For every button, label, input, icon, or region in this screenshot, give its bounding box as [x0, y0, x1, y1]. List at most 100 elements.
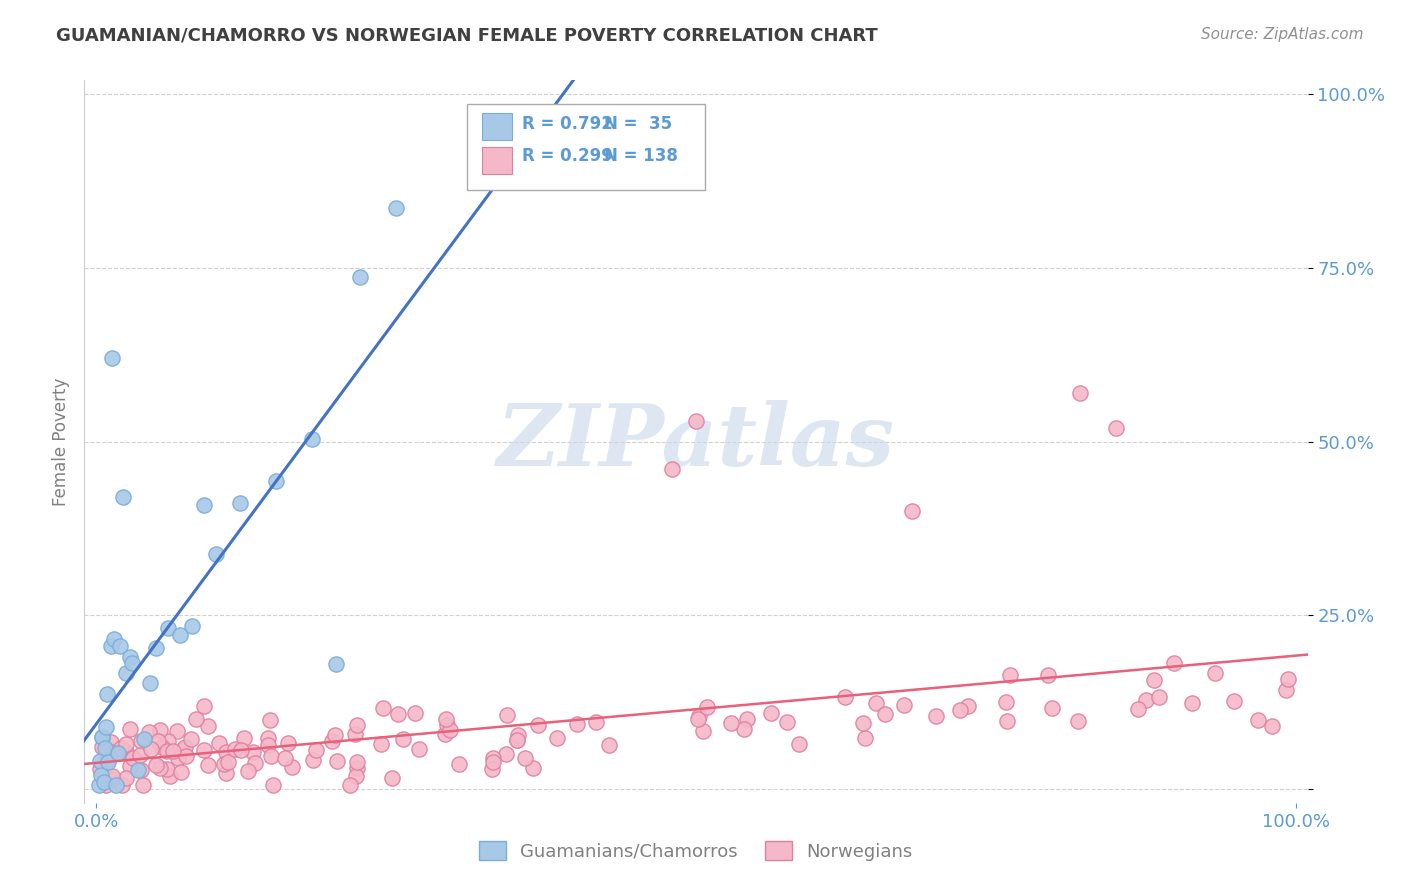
- Point: [495, 707, 517, 722]
- Point: [103, 632, 125, 647]
- Point: [567, 717, 589, 731]
- Point: [110, 740, 132, 755]
- Bar: [482, 112, 513, 140]
- Point: [87, 779, 110, 793]
- Point: [264, 474, 287, 488]
- Point: [89, 754, 111, 768]
- Point: [170, 764, 193, 779]
- Point: [91, 730, 114, 744]
- Point: [1128, 702, 1150, 716]
- Text: R = 0.792: R = 0.792: [522, 115, 613, 133]
- Point: [114, 737, 136, 751]
- Point: [893, 698, 915, 713]
- Point: [139, 676, 162, 690]
- Point: [391, 731, 413, 746]
- Point: [138, 725, 160, 739]
- Point: [91, 730, 114, 744]
- Point: [733, 722, 755, 736]
- Point: [233, 731, 256, 745]
- Point: [96, 779, 118, 793]
- Point: [506, 732, 529, 747]
- Point: [1147, 690, 1170, 704]
- Point: [436, 718, 458, 732]
- Point: [101, 351, 124, 366]
- Point: [132, 779, 155, 793]
- Point: [495, 747, 517, 761]
- Point: [482, 751, 505, 765]
- Point: [598, 738, 620, 752]
- Y-axis label: Female Poverty: Female Poverty: [52, 377, 70, 506]
- Point: [120, 722, 142, 736]
- Point: [281, 760, 304, 774]
- Point: [101, 769, 124, 783]
- Point: [1069, 385, 1091, 400]
- Point: [146, 734, 169, 748]
- Point: [513, 751, 536, 765]
- Point: [852, 715, 875, 730]
- Point: [776, 714, 799, 729]
- Point: [100, 639, 122, 653]
- Point: [129, 734, 152, 748]
- Point: [262, 779, 284, 793]
- Point: [685, 414, 707, 428]
- Point: [134, 731, 156, 746]
- Point: [260, 749, 283, 764]
- Point: [1204, 665, 1226, 680]
- Point: [385, 201, 408, 215]
- Point: [371, 701, 394, 715]
- Point: [259, 713, 281, 727]
- Point: [901, 504, 924, 518]
- Point: [323, 728, 346, 742]
- Point: [994, 695, 1017, 709]
- Point: [110, 639, 132, 653]
- Point: [224, 742, 246, 756]
- Point: [90, 768, 112, 782]
- Point: [197, 719, 219, 733]
- Point: [100, 772, 122, 786]
- Point: [121, 656, 143, 670]
- Point: [236, 764, 259, 779]
- Point: [174, 739, 197, 754]
- Point: [433, 727, 456, 741]
- Point: [321, 734, 343, 748]
- Point: [229, 496, 252, 510]
- Point: [1042, 700, 1064, 714]
- Point: [302, 753, 325, 767]
- Point: [346, 756, 368, 770]
- Point: [100, 735, 122, 749]
- Point: [481, 762, 503, 776]
- Point: [129, 764, 152, 778]
- Point: [128, 748, 150, 763]
- Point: [346, 718, 368, 732]
- Point: [156, 762, 179, 776]
- Point: [277, 736, 299, 750]
- Point: [387, 707, 409, 722]
- Point: [197, 757, 219, 772]
- Point: [256, 731, 278, 746]
- Point: [193, 698, 215, 713]
- Point: [104, 779, 127, 793]
- Point: [156, 744, 179, 758]
- Point: [873, 707, 896, 722]
- Point: [1247, 713, 1270, 727]
- Point: [186, 712, 208, 726]
- Point: [585, 714, 607, 729]
- Point: [257, 738, 280, 752]
- Point: [688, 709, 710, 723]
- Point: [114, 745, 136, 759]
- Point: [193, 743, 215, 757]
- Legend: Guamanians/Chamorros, Norwegians: Guamanians/Chamorros, Norwegians: [472, 834, 920, 868]
- Point: [215, 766, 238, 780]
- Bar: [482, 147, 513, 174]
- Point: [735, 712, 758, 726]
- Point: [834, 690, 856, 704]
- Point: [115, 772, 138, 786]
- Point: [205, 548, 228, 562]
- Point: [115, 666, 138, 681]
- Point: [339, 779, 361, 793]
- Point: [325, 657, 347, 671]
- Text: Source: ZipAtlas.com: Source: ZipAtlas.com: [1201, 27, 1364, 42]
- Text: ZIPatlas: ZIPatlas: [496, 400, 896, 483]
- Point: [661, 462, 683, 476]
- Point: [166, 751, 188, 765]
